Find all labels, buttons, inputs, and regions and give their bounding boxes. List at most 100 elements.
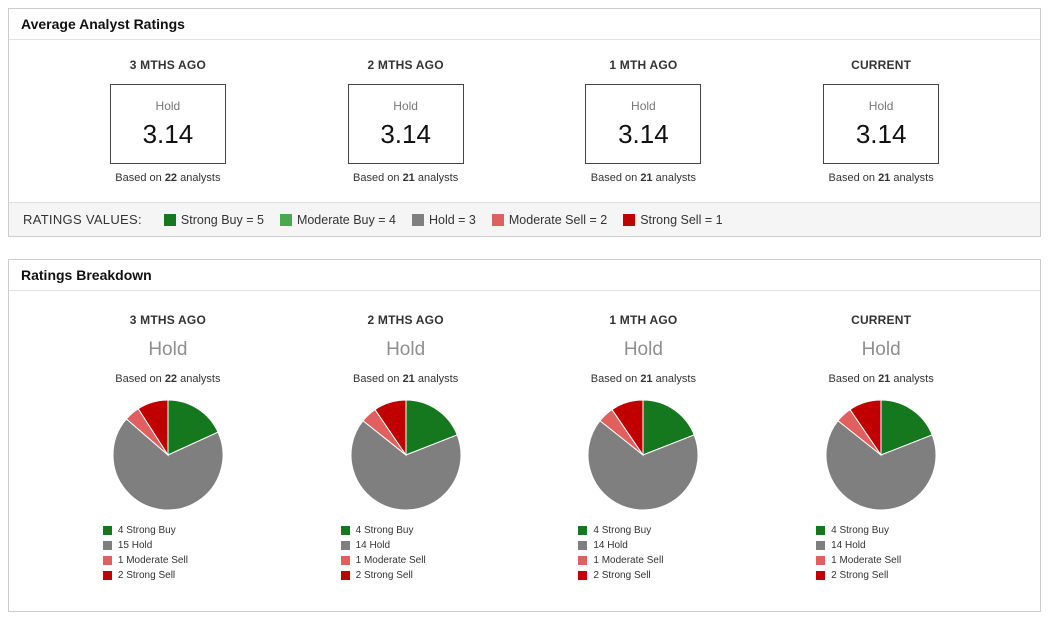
pie-legend-moderate-sell: 1 Moderate Sell xyxy=(816,555,946,566)
pie-legend-hold: 14 Hold xyxy=(816,540,946,551)
moderate-sell-swatch xyxy=(816,556,826,565)
pie-legend: 4 Strong Buy 14 Hold 1 Moderate Sell 2 S… xyxy=(816,525,946,581)
moderate-sell-swatch xyxy=(102,556,112,565)
hold-swatch xyxy=(578,541,588,550)
average-ratings-title: Average Analyst Ratings xyxy=(9,9,1040,40)
pie-legend-moderate-sell: 1 Moderate Sell xyxy=(102,555,233,566)
avg-column-3mths: 3 MTHS AGO Hold 3.14 Based on 22 analyst… xyxy=(49,58,287,194)
period-label: 3 MTHS AGO xyxy=(129,313,206,327)
strong-sell-swatch xyxy=(102,571,112,580)
rating-box: Hold 3.14 xyxy=(347,84,464,164)
period-label: 3 MTHS AGO xyxy=(129,58,206,72)
strong-buy-swatch xyxy=(102,526,112,535)
ratings-breakdown-columns: 3 MTHS AGO Hold Based on 22 analysts 4 S… xyxy=(9,291,1040,611)
rating-word: Hold xyxy=(155,98,181,113)
pie-legend: 4 Strong Buy 15 Hold 1 Moderate Sell 2 S… xyxy=(102,525,233,581)
based-on-text: Based on 21 analysts xyxy=(828,373,934,385)
rating-word: Hold xyxy=(631,98,656,113)
consensus-rating: Hold xyxy=(623,339,663,360)
ratings-values-legend: RATINGS VALUES: Strong Buy = 5 Moderate … xyxy=(9,202,1040,236)
moderate-sell-swatch xyxy=(578,556,588,565)
rating-value: 3.14 xyxy=(142,118,194,149)
moderate-buy-swatch xyxy=(279,213,292,226)
rating-value: 3.14 xyxy=(380,118,431,149)
strong-buy-swatch xyxy=(578,526,588,535)
moderate-sell-swatch xyxy=(340,556,350,565)
pie-legend-hold: 15 Hold xyxy=(102,540,233,551)
pie-legend-hold: 14 Hold xyxy=(578,540,708,551)
based-on-text: Based on 21 analysts xyxy=(353,172,459,184)
period-label: 2 MTHS AGO xyxy=(367,313,444,327)
rating-box: Hold 3.14 xyxy=(585,84,702,164)
breakdown-column-3mths: 3 MTHS AGO Hold Based on 22 analysts 4 S… xyxy=(49,313,287,585)
pie-legend-strong-buy: 4 Strong Buy xyxy=(340,525,471,536)
period-label: CURRENT xyxy=(851,58,912,72)
average-ratings-columns: 3 MTHS AGO Hold 3.14 Based on 22 analyst… xyxy=(9,40,1040,202)
hold-swatch xyxy=(102,541,112,550)
rating-word: Hold xyxy=(868,98,894,113)
pie-legend-strong-buy: 4 Strong Buy xyxy=(816,525,946,536)
strong-buy-swatch xyxy=(340,526,350,535)
pie-legend-strong-sell: 2 Strong Sell xyxy=(102,570,233,581)
pie-legend-strong-sell: 2 Strong Sell xyxy=(816,570,946,581)
analyst-count: 22 xyxy=(164,373,178,385)
based-on-text: Based on 22 analysts xyxy=(115,373,221,385)
period-label: 1 MTH AGO xyxy=(609,58,678,72)
analyst-count: 21 xyxy=(878,172,891,184)
analyst-count: 21 xyxy=(878,373,891,385)
legend-item-moderate-sell: Moderate Sell = 2 xyxy=(491,213,607,227)
hold-swatch xyxy=(340,541,350,550)
period-label: CURRENT xyxy=(851,313,912,327)
period-label: 2 MTHS AGO xyxy=(367,58,444,72)
avg-column-2mths: 2 MTHS AGO Hold 3.14 Based on 21 analyst… xyxy=(287,58,525,194)
based-on-text: Based on 21 analysts xyxy=(353,373,459,385)
breakdown-column-1mth: 1 MTH AGO Hold Based on 21 analysts 4 St… xyxy=(525,313,763,585)
rating-box: Hold 3.14 xyxy=(823,84,940,164)
average-ratings-panel: Average Analyst Ratings 3 MTHS AGO Hold … xyxy=(8,8,1041,237)
pie-legend-moderate-sell: 1 Moderate Sell xyxy=(340,555,471,566)
strong-sell-swatch xyxy=(340,571,350,580)
hold-swatch xyxy=(816,541,826,550)
pie-legend-moderate-sell: 1 Moderate Sell xyxy=(578,555,708,566)
legend-item-moderate-buy: Moderate Buy = 4 xyxy=(279,213,396,227)
pie-chart xyxy=(823,397,939,513)
rating-value: 3.14 xyxy=(618,118,669,149)
strong-sell-swatch xyxy=(578,571,588,580)
rating-value: 3.14 xyxy=(855,118,907,149)
analyst-count: 21 xyxy=(402,373,415,385)
analyst-count: 21 xyxy=(640,172,653,184)
strong-sell-swatch xyxy=(623,213,636,226)
ratings-breakdown-panel: Ratings Breakdown 3 MTHS AGO Hold Based … xyxy=(8,259,1041,612)
analyst-count: 22 xyxy=(164,172,178,184)
hold-swatch xyxy=(411,213,424,226)
based-on-text: Based on 22 analysts xyxy=(115,172,221,184)
consensus-rating: Hold xyxy=(386,339,426,360)
pie-legend-strong-sell: 2 Strong Sell xyxy=(578,570,708,581)
pie-legend-strong-sell: 2 Strong Sell xyxy=(340,570,471,581)
legend-item-strong-buy: Strong Buy = 5 xyxy=(163,213,264,227)
pie-chart xyxy=(585,397,701,513)
legend-item-strong-sell: Strong Sell = 1 xyxy=(623,213,723,227)
rating-box: Hold 3.14 xyxy=(109,84,226,164)
breakdown-column-2mths: 2 MTHS AGO Hold Based on 21 analysts 4 S… xyxy=(287,313,525,585)
period-label: 1 MTH AGO xyxy=(609,313,678,327)
strong-buy-swatch xyxy=(163,213,176,226)
analyst-count: 21 xyxy=(640,373,653,385)
pie-legend-strong-buy: 4 Strong Buy xyxy=(102,525,233,536)
based-on-text: Based on 21 analysts xyxy=(590,172,696,184)
pie-legend: 4 Strong Buy 14 Hold 1 Moderate Sell 2 S… xyxy=(340,525,471,581)
legend-item-hold: Hold = 3 xyxy=(411,213,476,227)
ratings-values-label: RATINGS VALUES: xyxy=(23,212,142,227)
strong-sell-swatch xyxy=(816,571,826,580)
breakdown-column-current: CURRENT Hold Based on 21 analysts 4 Stro… xyxy=(762,313,1000,585)
pie-legend-hold: 14 Hold xyxy=(340,540,471,551)
pie-chart xyxy=(348,397,464,513)
strong-buy-swatch xyxy=(816,526,826,535)
pie-legend: 4 Strong Buy 14 Hold 1 Moderate Sell 2 S… xyxy=(578,525,708,581)
rating-word: Hold xyxy=(393,98,418,113)
consensus-rating: Hold xyxy=(148,339,188,360)
ratings-breakdown-title: Ratings Breakdown xyxy=(9,260,1040,291)
avg-column-current: CURRENT Hold 3.14 Based on 21 analysts xyxy=(762,58,1000,194)
consensus-rating: Hold xyxy=(861,339,901,360)
